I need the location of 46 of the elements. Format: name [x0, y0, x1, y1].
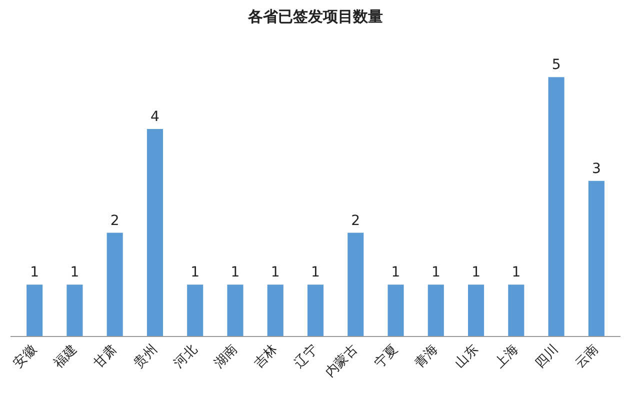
- bar: [428, 284, 444, 336]
- bar: [106, 232, 123, 336]
- x-tick-label: 湖南: [212, 342, 241, 372]
- bar: [388, 284, 404, 336]
- bar: [468, 284, 484, 336]
- data-label: 1: [472, 264, 480, 281]
- x-tick-label: 甘肃: [91, 342, 120, 372]
- data-label: 1: [391, 264, 400, 281]
- x-tick-label: 云南: [572, 342, 602, 372]
- bar: [267, 284, 284, 336]
- data-label: 3: [592, 160, 601, 177]
- x-tick-label: 福建: [51, 342, 80, 372]
- bar: [227, 284, 244, 336]
- bar: [348, 232, 364, 336]
- x-tick-label: 宁夏: [371, 341, 402, 372]
- chart-title: 各省已签发项目数量: [247, 8, 383, 26]
- data-label: 1: [311, 264, 320, 281]
- bar: [187, 284, 204, 336]
- data-label: 1: [70, 264, 80, 281]
- x-tick-label: 四川: [532, 342, 562, 372]
- x-tick-label: 吉林: [252, 342, 281, 372]
- bar: [146, 129, 163, 336]
- bar: [66, 284, 83, 336]
- bar: [26, 284, 43, 336]
- x-tick-label: 河北: [171, 342, 200, 372]
- data-label: 4: [150, 109, 160, 126]
- data-label: 2: [110, 212, 120, 229]
- x-tick-label: 安徽: [10, 341, 40, 372]
- data-label: 1: [431, 264, 440, 281]
- data-label: 1: [190, 264, 200, 281]
- data-label: 1: [230, 264, 240, 281]
- x-tick-label: 山东: [452, 342, 482, 372]
- data-label: 1: [30, 264, 40, 281]
- data-label: 2: [351, 212, 360, 229]
- bar: [508, 284, 524, 336]
- bar: [548, 77, 564, 336]
- x-tick-label: 贵州: [131, 342, 160, 372]
- data-label: 1: [512, 264, 521, 281]
- data-label: 1: [270, 264, 280, 281]
- bar: [588, 180, 604, 336]
- bar: [307, 284, 324, 336]
- x-tick-label: 内蒙古: [322, 342, 361, 380]
- data-label: 5: [552, 57, 561, 74]
- x-tick-label: 青海: [412, 342, 442, 372]
- x-tick-label: 上海: [492, 342, 522, 372]
- x-tick-label: 辽宁: [291, 341, 321, 372]
